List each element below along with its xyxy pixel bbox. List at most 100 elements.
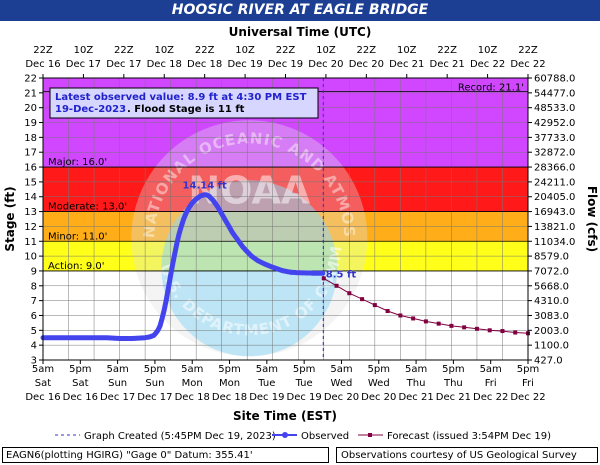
y-tick-label: 7 <box>31 296 37 307</box>
y-tick-label: 21 <box>24 88 37 99</box>
x-tick-date: Dec 19 <box>249 392 284 403</box>
x-tick-day: Wed <box>331 378 353 389</box>
x-tick-day: Mon <box>219 378 240 389</box>
latest-observed-box <box>49 87 319 119</box>
top-tick-time: 10Z <box>316 45 336 56</box>
flow-tick-label: 24211.0 <box>534 177 575 188</box>
x-tick-date: Dec 16 <box>63 392 98 403</box>
top-tick-date: Dec 18 <box>147 59 182 70</box>
y-tick-label: 13 <box>24 207 37 218</box>
forecast-start-label: 8.5 ft <box>326 269 357 280</box>
x-tick-time: 5pm <box>144 364 166 375</box>
x-tick-time: 5pm <box>69 364 91 375</box>
y-tick-label: 20 <box>24 103 37 114</box>
observations-credit-footer: Observations courtesy of US Geological S… <box>336 447 598 463</box>
x-tick-day: Thu <box>443 378 463 389</box>
flow-tick-label: 16943.0 <box>534 207 575 218</box>
top-tick-time: 22Z <box>357 45 377 56</box>
flow-tick-label: 13821.0 <box>534 222 575 233</box>
x-tick-date: Dec 20 <box>324 392 359 403</box>
forecast-point <box>334 283 339 288</box>
noaa-seal-lower-icon <box>161 180 338 357</box>
forecast-point <box>436 321 441 326</box>
x-tick-time: 5am <box>480 364 502 375</box>
forecast-point <box>474 326 479 331</box>
chart-title: HOOSIC RIVER AT EAGLE BRIDGE <box>171 2 429 18</box>
x-tick-time: 5am <box>32 364 54 375</box>
x-tick-day: Thu <box>406 378 426 389</box>
x-tick-time: 5am <box>106 364 128 375</box>
y-tick-label: 10 <box>24 252 37 263</box>
top-tick-time: 10Z <box>74 45 94 56</box>
top-tick-date: Dec 21 <box>389 59 424 70</box>
x-tick-date: Dec 17 <box>137 392 172 403</box>
x-tick-time: 5pm <box>218 364 240 375</box>
flow-tick-label: 42952.0 <box>534 118 575 129</box>
top-tick-date: Dec 19 <box>227 59 262 70</box>
y-tick-label: 19 <box>24 118 37 129</box>
x-tick-day: Mon <box>182 378 203 389</box>
x-tick-date: Dec 18 <box>175 392 210 403</box>
top-tick-date: Dec 21 <box>430 59 465 70</box>
x-tick-time: 5am <box>405 364 427 375</box>
top-tick-time: 10Z <box>397 45 417 56</box>
y-tick-label: 18 <box>24 133 37 144</box>
flow-tick-label: 48533.0 <box>534 103 575 114</box>
x-tick-date: Dec 18 <box>212 392 247 403</box>
top-axis-title: Universal Time (UTC) <box>229 25 372 39</box>
threshold-label-minor: Minor: 11.0' <box>48 231 107 242</box>
legend-forecast-marker <box>368 433 372 437</box>
x-tick-day: Wed <box>368 378 390 389</box>
threshold-label-major: Major: 16.0' <box>48 157 107 168</box>
crest-label: 14.14 ft <box>183 181 227 192</box>
top-tick-date: Dec 22 <box>470 59 505 70</box>
flow-tick-label: 7072.0 <box>534 266 569 277</box>
forecast-point <box>500 329 505 334</box>
x-tick-day: Sat <box>72 378 88 389</box>
observed-series-line <box>40 192 326 341</box>
y-tick-label: 8 <box>31 281 37 292</box>
y-axis-title: Stage (ft) <box>3 186 17 251</box>
legend-created-label: Graph Created (5:45PM Dec 19, 2023) <box>84 431 276 442</box>
forecast-point <box>360 297 365 302</box>
forecast-point <box>372 303 377 308</box>
x-tick-time: 5pm <box>442 364 464 375</box>
x-tick-time: 5pm <box>293 364 315 375</box>
x-tick-date: Dec 22 <box>473 392 508 403</box>
x-tick-date: Dec 19 <box>287 392 322 403</box>
flow-tick-label: 37733.0 <box>534 133 575 144</box>
flow-tick-label: 60788.0 <box>534 74 575 85</box>
x-tick-time: 5am <box>181 364 203 375</box>
forecast-point <box>411 316 416 321</box>
flow-tick-label: 3083.0 <box>534 311 569 322</box>
top-tick-time: 22Z <box>114 45 134 56</box>
x-tick-time: 5pm <box>368 364 390 375</box>
forecast-point <box>462 325 467 330</box>
x-tick-day: Fri <box>522 378 534 389</box>
flow-tick-label: 32872.0 <box>534 148 575 159</box>
forecast-point <box>347 291 352 296</box>
y-tick-label: 15 <box>24 177 37 188</box>
flow-tick-label: 1100.0 <box>534 341 569 352</box>
flow-tick-label: 20405.0 <box>534 192 575 203</box>
flow-tick-label: 427.0 <box>534 356 563 367</box>
forecast-point <box>385 309 390 314</box>
y-tick-label: 4 <box>31 341 37 352</box>
y-tick-label: 17 <box>24 148 37 159</box>
forecast-point <box>487 328 492 333</box>
latest-observed-line: Latest observed value: 8.9 ft at 4:30 PM… <box>55 92 307 103</box>
x-tick-date: Dec 17 <box>100 392 135 403</box>
y-tick-label: 11 <box>24 237 37 248</box>
top-tick-time: 10Z <box>154 45 174 56</box>
legend-forecast-label: Forecast (issued 3:54PM Dec 19) <box>387 431 551 442</box>
flow-tick-label: 11034.0 <box>534 237 575 248</box>
x-tick-date: Dec 16 <box>25 392 60 403</box>
top-tick-time: 22Z <box>195 45 215 56</box>
forecast-point <box>513 330 518 335</box>
y-tick-label: 16 <box>24 163 37 174</box>
top-tick-date: Dec 18 <box>187 59 222 70</box>
gage-datum-footer: EAGN6(plotting HGIRG) "Gage 0" Datum: 35… <box>2 447 329 463</box>
top-tick-date: Dec 16 <box>25 59 60 70</box>
flood-stage-note: . Flood Stage is 11 ft <box>127 104 245 115</box>
top-tick-time: 22Z <box>276 45 296 56</box>
